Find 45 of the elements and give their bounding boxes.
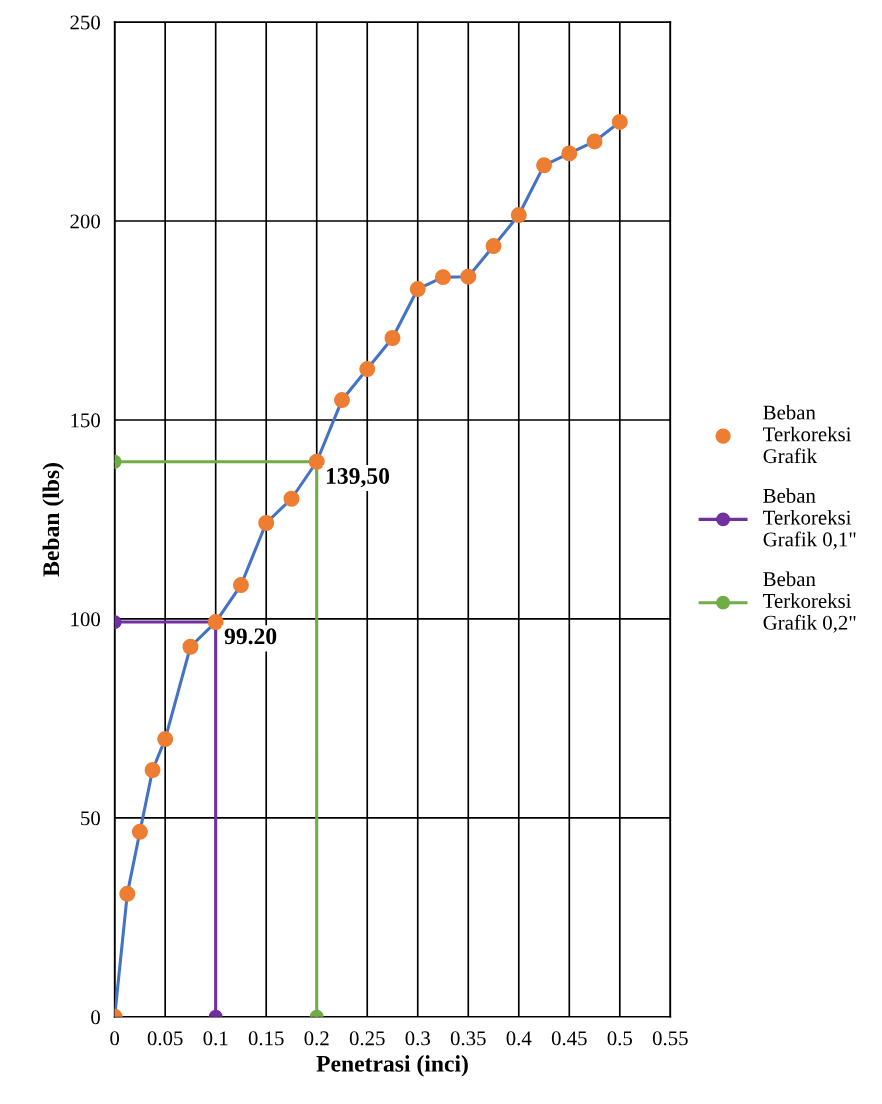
x-tick-label: 0.55 [652, 1031, 688, 1046]
legend-label: Beban Terkoreksi Grafik [763, 404, 852, 464]
point [182, 638, 199, 655]
point [435, 269, 451, 286]
point [561, 145, 578, 162]
point [283, 490, 300, 507]
point [586, 133, 603, 150]
x-tick-label: 0.3 [405, 1031, 430, 1046]
x-tick-label: 0.05 [147, 1031, 183, 1046]
y-tick-label: 150 [71, 413, 100, 428]
y-axis-title: Beban (lbs) [42, 463, 64, 577]
y-tick-label: 200 [70, 214, 100, 229]
annotation: 139,50 [326, 467, 390, 488]
y-tick-label: 100 [71, 612, 100, 627]
x-tick-label: 0.25 [349, 1031, 385, 1046]
x-tick-label: 0 [110, 1031, 120, 1046]
point [460, 268, 477, 285]
x-tick-label: 0.1 [203, 1031, 228, 1046]
point [131, 823, 148, 840]
y-tick-label: 250 [70, 15, 100, 30]
x-tick-label: 0.45 [551, 1031, 587, 1046]
point [119, 885, 136, 902]
point [384, 330, 401, 346]
point [409, 281, 426, 298]
annotation: 99.20 [224, 628, 277, 645]
y-tick-label: 50 [81, 811, 100, 826]
x-axis-title: Penetrasi (inci) [316, 1055, 468, 1077]
point [485, 238, 502, 255]
y-tick-label: 0 [91, 1010, 100, 1025]
x-tick-label: 0.35 [450, 1031, 486, 1046]
point [258, 515, 275, 531]
point [536, 157, 553, 174]
x-tick-label: 0.4 [506, 1031, 532, 1046]
x-tick-label: 0.15 [248, 1031, 284, 1046]
point [333, 392, 350, 409]
point [359, 361, 376, 378]
point [144, 762, 161, 779]
point [510, 207, 527, 224]
x-tick-label: 0.5 [607, 1031, 633, 1046]
legend-label: Beban Terkoreksi Grafik 0,1" [763, 488, 856, 550]
legend-label: Beban Terkoreksi Grafik 0,2" [763, 571, 856, 633]
x-tick-label: 0.2 [304, 1031, 329, 1046]
point [611, 113, 628, 130]
point [157, 731, 174, 748]
point [232, 577, 249, 594]
